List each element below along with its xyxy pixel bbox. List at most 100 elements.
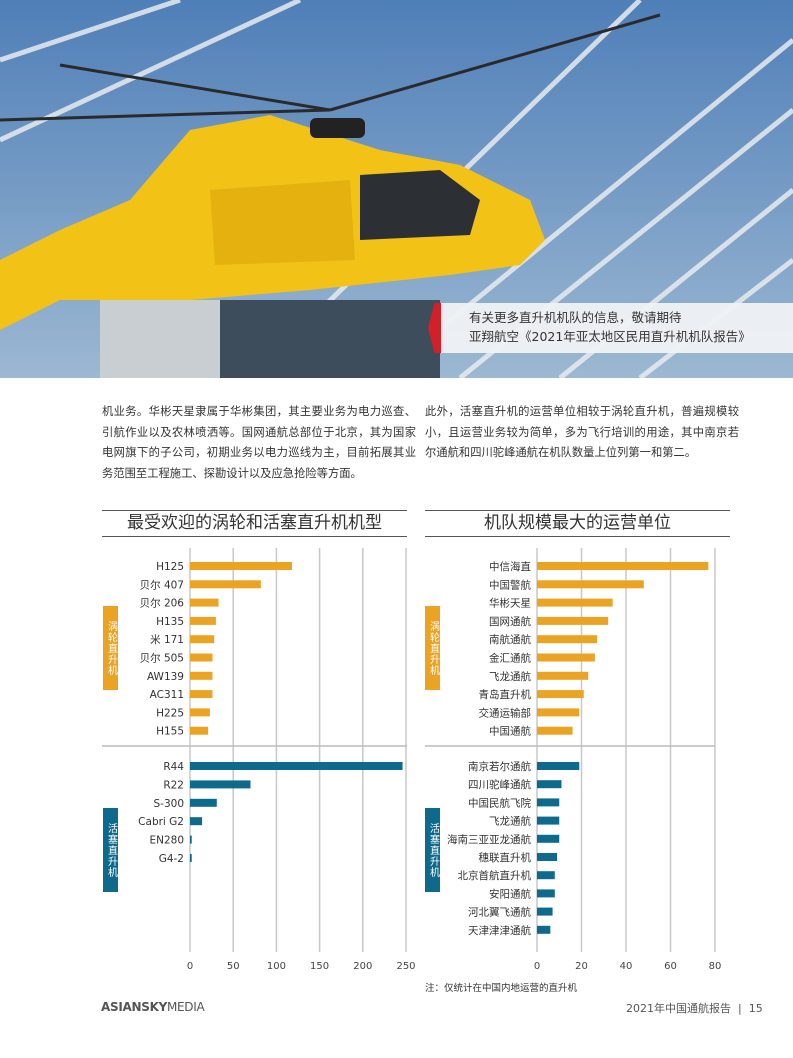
category-label: 贝尔 505 (140, 652, 184, 665)
bar (190, 671, 213, 680)
bar (190, 708, 210, 717)
bar (190, 726, 209, 735)
bar (190, 780, 251, 789)
bar (190, 635, 215, 644)
bar (190, 580, 261, 589)
category-label: 穗联直升机 (479, 851, 532, 864)
group-label-turbine: 涡轮直升机 (425, 606, 440, 690)
bar (537, 726, 573, 735)
bar (537, 853, 558, 861)
chart-title-models: 最受欢迎的涡轮和活塞直升机机型 (102, 510, 407, 537)
x-tick-label: 250 (396, 961, 415, 972)
category-label: 国网通航 (489, 615, 531, 628)
category-label: S-300 (154, 798, 185, 810)
body-paragraph-right: 此外，活塞直升机的运营单位相较于涡轮直升机，普遍规模较小，且运营业务较为简单，多… (425, 405, 739, 459)
category-label: 北京首航直升机 (458, 869, 532, 882)
category-label: R22 (163, 779, 184, 791)
category-label: H135 (156, 616, 184, 628)
x-tick-label: 0 (187, 961, 193, 972)
bar (190, 798, 217, 807)
category-label: Cabri G2 (138, 816, 184, 828)
category-label: AW139 (147, 671, 184, 683)
bar (537, 616, 609, 625)
bar (190, 762, 403, 770)
chart-title-operators: 机队规模最大的运营单位 (425, 510, 730, 537)
report-name: 2021年中国通航报告 (626, 1002, 731, 1015)
bar (537, 580, 644, 589)
category-label: AC311 (150, 689, 184, 701)
bar (537, 598, 613, 607)
bar (537, 798, 560, 807)
bar (190, 690, 213, 699)
bar (537, 907, 553, 916)
caption-line-2: 亚翔航空《2021年亚太地区民用直升机机队报告》 (469, 329, 751, 344)
chart-note: 注：仅统计在中国内地运营的直升机 (425, 983, 578, 994)
bar (537, 889, 555, 898)
category-label: 飞龙通航 (489, 670, 531, 683)
category-label: G4-2 (159, 853, 184, 865)
asiansky-media-logo: ASIANSKYMEDIA (101, 1000, 205, 1014)
x-tick-label: 50 (227, 961, 240, 972)
group-label-piston: 活塞直升机 (103, 808, 118, 892)
bar (537, 690, 584, 699)
category-label: 金汇通航 (489, 652, 531, 665)
category-label: 四川驼峰通航 (468, 778, 531, 791)
logo-light: MEDIA (166, 1000, 205, 1014)
photo-caption: 有关更多直升机机队的信息，敬请期待 亚翔航空《2021年亚太地区民用直升机机队报… (441, 303, 793, 353)
bar (190, 854, 192, 862)
category-label: 中国民航飞院 (468, 796, 531, 809)
x-tick-label: 100 (267, 961, 286, 972)
category-label: 天津津津通航 (468, 924, 531, 937)
category-label: 南京若尔通航 (468, 760, 531, 773)
bar (537, 816, 560, 825)
x-tick-label: 20 (575, 961, 588, 972)
category-label: 河北翼飞通航 (468, 906, 531, 919)
category-label: 华彬天星 (489, 597, 531, 610)
group-label-piston: 活塞直升机 (425, 808, 440, 892)
category-label: 贝尔 407 (140, 578, 184, 591)
category-label: 中信海直 (489, 560, 531, 573)
bar (537, 834, 560, 843)
bar (537, 871, 555, 880)
x-tick-label: 40 (620, 961, 633, 972)
caption-accent (428, 303, 444, 353)
bar (537, 671, 589, 680)
x-tick-label: 60 (664, 961, 677, 972)
x-tick-label: 200 (353, 961, 372, 972)
page-number: 15 (748, 1002, 763, 1015)
bar (190, 598, 219, 607)
category-label: 海南三亚亚龙通航 (447, 833, 531, 846)
category-label: 南航通航 (489, 633, 531, 646)
group-label-turbine: 涡轮直升机 (103, 606, 118, 690)
category-label: H125 (156, 561, 184, 573)
bar (537, 562, 709, 570)
x-tick-label: 150 (310, 961, 329, 972)
caption-line-1: 有关更多直升机机队的信息，敬请期待 (469, 310, 682, 325)
bar (537, 762, 580, 770)
bar (537, 780, 562, 789)
bar (537, 653, 595, 662)
category-label: EN280 (149, 835, 184, 847)
category-label: 安阳通航 (489, 887, 531, 900)
bar (190, 562, 292, 570)
category-label: R44 (163, 761, 184, 773)
category-label: H155 (156, 726, 184, 738)
category-label: 米 171 (150, 633, 184, 646)
bar (190, 653, 213, 662)
category-label: H225 (156, 707, 184, 719)
category-label: 青岛直升机 (479, 688, 532, 701)
logo-bold: ASIANSKY (101, 1000, 167, 1014)
category-label: 中国警航 (489, 578, 531, 591)
x-tick-label: 0 (534, 961, 540, 972)
category-label: 交通运输部 (479, 706, 532, 719)
page-footer: 2021年中国通航报告 | 15 (626, 1002, 763, 1015)
category-label: 飞龙通航 (489, 815, 531, 828)
category-label: 中国通航 (489, 725, 531, 738)
body-paragraph-left: 机业务。华彬天星隶属于华彬集团，其主要业务为电力巡查、引航作业以及农林喷洒等。国… (102, 405, 416, 480)
x-tick-label: 80 (709, 961, 722, 972)
bar (190, 616, 216, 625)
bar (537, 925, 551, 934)
category-label: 贝尔 206 (140, 597, 185, 610)
bar (537, 635, 598, 644)
